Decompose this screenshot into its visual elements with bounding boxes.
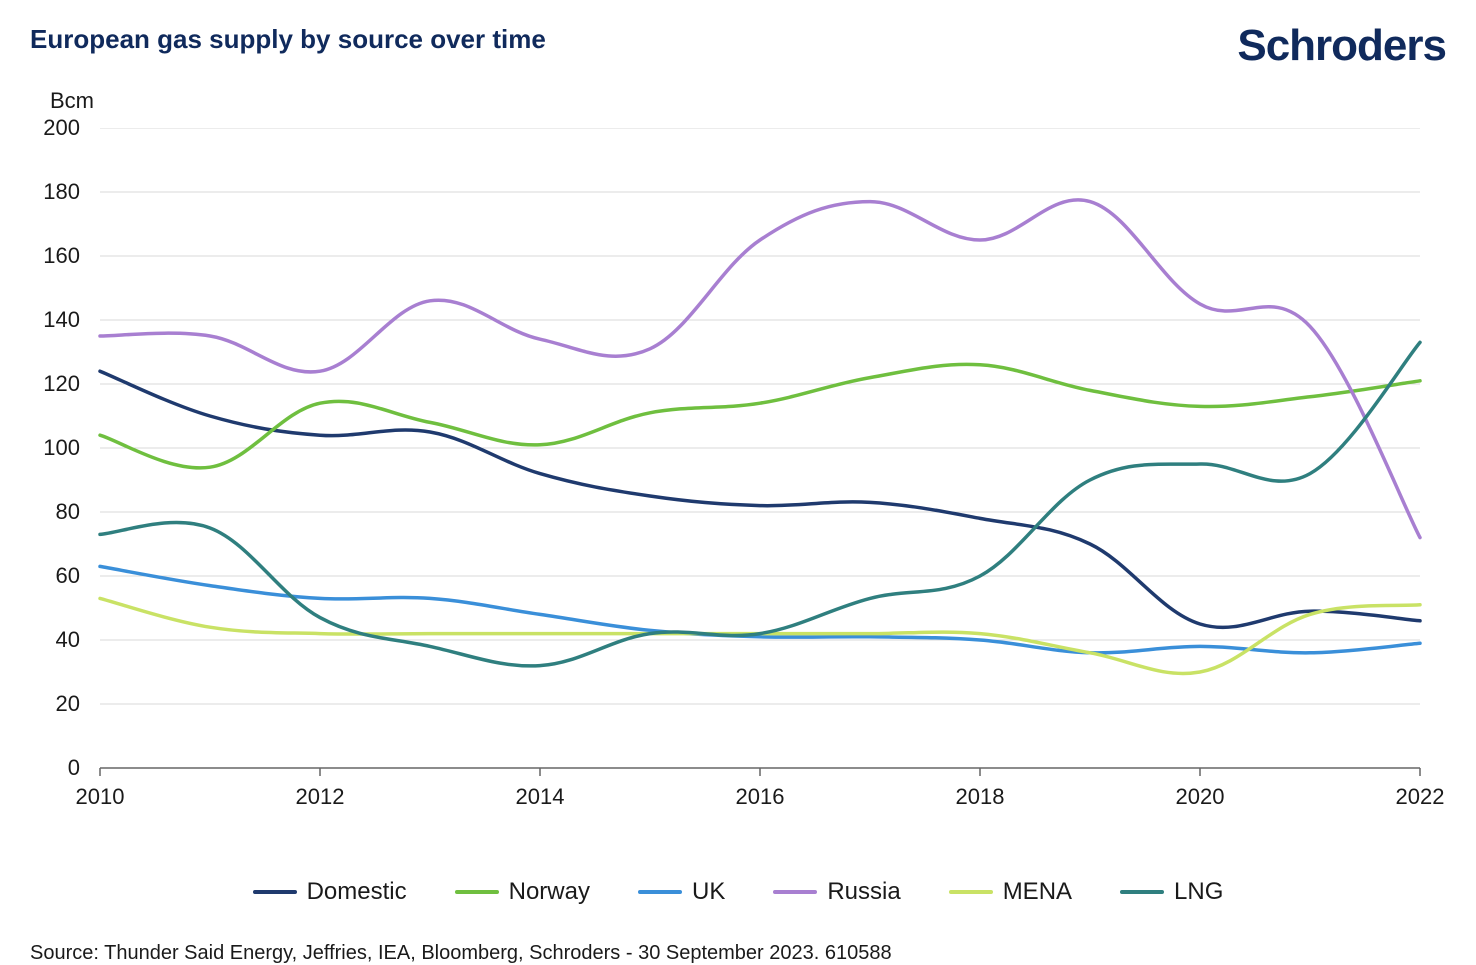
legend-label: Domestic: [307, 878, 407, 906]
y-tick-label: 40: [30, 627, 80, 653]
x-tick-label: 2014: [516, 784, 565, 810]
chart-container: European gas supply by source over time …: [0, 0, 1476, 964]
series-line-domestic: [100, 371, 1420, 627]
legend: Domestic Norway UK Russia MENA LNG: [30, 878, 1446, 906]
legend-item-domestic: Domestic: [253, 878, 407, 906]
x-tick-label: 2022: [1396, 784, 1445, 810]
y-tick-label: 100: [30, 435, 80, 461]
legend-label: LNG: [1174, 878, 1223, 906]
x-tick-label: 2018: [956, 784, 1005, 810]
legend-item-mena: MENA: [949, 878, 1072, 906]
header: European gas supply by source over time …: [30, 24, 1446, 68]
y-tick-label: 140: [30, 307, 80, 333]
legend-item-russia: Russia: [773, 878, 900, 906]
x-tick-label: 2010: [76, 784, 125, 810]
source-text: Source: Thunder Said Energy, Jeffries, I…: [30, 942, 1446, 965]
legend-swatch: [773, 890, 817, 894]
y-tick-label: 180: [30, 179, 80, 205]
legend-item-uk: UK: [638, 878, 725, 906]
y-tick-label: 20: [30, 691, 80, 717]
y-tick-label: 160: [30, 243, 80, 269]
brand-logo: Schroders: [1237, 24, 1446, 68]
chart-area: Bcm 020406080100120140160180200 20102012…: [30, 128, 1446, 818]
line-chart-svg: [30, 128, 1450, 818]
x-tick-label: 2012: [296, 784, 345, 810]
y-tick-label: 120: [30, 371, 80, 397]
legend-label: UK: [692, 878, 725, 906]
legend-item-norway: Norway: [455, 878, 590, 906]
y-tick-label: 200: [30, 115, 80, 141]
legend-swatch: [455, 890, 499, 894]
y-tick-label: 80: [30, 499, 80, 525]
legend-label: Russia: [827, 878, 900, 906]
legend-swatch: [1120, 890, 1164, 894]
y-tick-label: 60: [30, 563, 80, 589]
x-tick-label: 2020: [1176, 784, 1225, 810]
y-axis-label: Bcm: [50, 88, 94, 114]
series-line-russia: [100, 200, 1420, 538]
legend-swatch: [638, 890, 682, 894]
legend-label: Norway: [509, 878, 590, 906]
legend-swatch: [253, 890, 297, 894]
legend-swatch: [949, 890, 993, 894]
legend-label: MENA: [1003, 878, 1072, 906]
x-tick-label: 2016: [736, 784, 785, 810]
y-tick-label: 0: [30, 755, 80, 781]
series-line-norway: [100, 364, 1420, 467]
chart-title: European gas supply by source over time: [30, 24, 546, 55]
legend-item-lng: LNG: [1120, 878, 1223, 906]
